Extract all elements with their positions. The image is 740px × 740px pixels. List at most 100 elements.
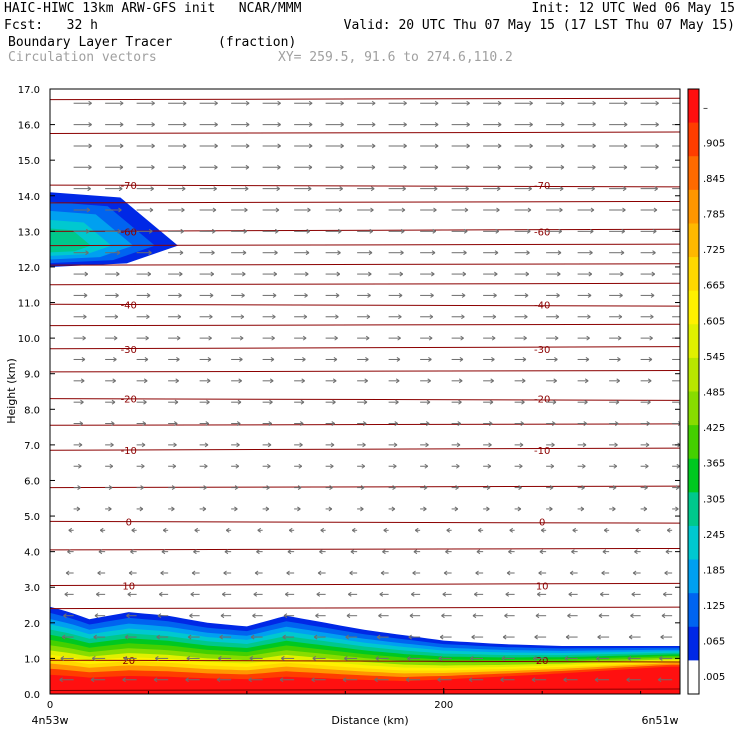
vector-arrowhead [468, 677, 473, 683]
vector-arrowhead [148, 250, 152, 256]
model-line: HAIC-HIWC 13km ARW-GFS init NCAR/MMM [4, 1, 302, 16]
vector-arrowhead [173, 442, 177, 448]
vector-arrowhead [317, 570, 322, 576]
vector-arrowhead [592, 100, 596, 106]
vector-arrowhead [208, 335, 212, 341]
vector-arrowhead [88, 143, 92, 149]
y-tick-label: 11.0 [18, 299, 40, 310]
vector-arrowhead [271, 335, 275, 341]
vector-arrowhead [351, 527, 356, 533]
vector-arrowhead [241, 292, 245, 298]
vector-arrowhead [529, 143, 533, 149]
vector-arrowhead [360, 485, 365, 491]
vector-arrowhead [526, 250, 530, 256]
vector-arrowhead [598, 613, 603, 619]
vector-arrowhead [307, 207, 311, 213]
vector-arrowhead [303, 314, 308, 320]
vector-arrowhead [462, 271, 467, 277]
colorbar-label: .485 [703, 388, 725, 399]
vector-arrowhead [67, 549, 71, 555]
vector-arrowhead [521, 399, 525, 405]
vector-arrowhead [112, 378, 116, 384]
contour-label: -20 [534, 395, 550, 406]
vector-arrowhead [619, 292, 623, 298]
vector-arrowhead [316, 591, 321, 597]
vector-arrowhead [224, 549, 229, 555]
vector-arrowhead [664, 570, 668, 576]
vector-arrowhead [426, 399, 431, 405]
vector-arrowhead [237, 399, 242, 405]
contour-label: -20 [121, 395, 137, 406]
colorbar-label: .605 [703, 316, 725, 327]
vector-arrowhead [78, 463, 82, 469]
vector-arrowhead [649, 335, 653, 341]
colorbar-swatch [688, 458, 699, 493]
vector-arrowhead [348, 591, 352, 597]
vector-arrowhead [391, 506, 396, 512]
vector-arrowhead [269, 399, 273, 405]
vector-arrowhead [621, 228, 626, 234]
vector-arrowhead [412, 570, 416, 576]
vector-arrowhead [211, 228, 216, 234]
vector-arrowhead [557, 250, 562, 256]
vector-arrowhead [549, 485, 554, 491]
vector-arrowhead [161, 549, 166, 555]
vector-arrowhead [339, 186, 343, 192]
vector-arrowhead [519, 442, 524, 448]
vector-arrowhead [394, 421, 399, 426]
vector-arrowhead [185, 677, 189, 683]
vector-arrowhead [206, 378, 211, 384]
vector-arrowhead [403, 122, 407, 128]
vector-arrowhead [337, 228, 342, 234]
contour-line [50, 228, 680, 232]
vector-arrowhead [160, 570, 164, 576]
vector-arrowhead [487, 463, 492, 469]
vector-arrowhead [379, 591, 384, 597]
vector-arrowhead [99, 527, 104, 533]
vector-arrowhead [349, 570, 353, 576]
vector-arrowhead [430, 292, 434, 298]
vector-arrowhead [297, 485, 302, 491]
vector-arrowhead [213, 186, 217, 192]
vector-arrowhead [190, 591, 195, 597]
vector-arrowhead [245, 122, 250, 128]
vector-arrowhead [148, 228, 153, 234]
init-line: Init: 12 UTC Wed 06 May 15 [531, 1, 736, 16]
vector-arrowhead [302, 335, 307, 341]
vector-arrowhead [557, 271, 561, 277]
vector-arrowhead [279, 677, 284, 683]
vector-arrowhead [194, 527, 199, 533]
colorbar-label: .845 [703, 174, 725, 185]
vector-arrowhead [223, 570, 227, 576]
vector-arrowhead [461, 292, 466, 298]
vector-arrowhead [622, 207, 626, 213]
vector-arrowhead [571, 549, 575, 555]
vector-arrowhead [330, 463, 334, 469]
vector-arrowhead [124, 634, 129, 640]
vector-arrowhead [567, 613, 571, 619]
colorbar-swatch [688, 660, 699, 695]
colorbar-label: .245 [703, 530, 725, 541]
plot-frame [49, 88, 681, 695]
contour-line [50, 131, 680, 134]
vector-arrowhead [234, 485, 239, 491]
vector-arrowhead [146, 314, 150, 320]
vector-arrowhead [225, 527, 230, 533]
contour-line [50, 520, 680, 524]
vector-arrowhead [572, 527, 577, 533]
vector-arrowhead [681, 336, 684, 340]
vector-arrowhead [550, 463, 555, 469]
vector-arrowhead [474, 591, 478, 597]
vector-arrowhead [256, 549, 260, 555]
vector-arrowhead [274, 250, 278, 256]
vector-arrowhead [275, 207, 280, 213]
vector-arrowhead [362, 442, 366, 448]
colorbar-swatch [688, 559, 699, 594]
contour-line [50, 243, 680, 247]
contour-label: 20 [536, 656, 549, 667]
contour-label: 0 [539, 517, 545, 528]
vector-arrowhead [350, 549, 355, 555]
vector-arrowhead [560, 143, 565, 149]
vector-arrowhead [618, 314, 623, 320]
vector-arrowhead [222, 591, 226, 597]
